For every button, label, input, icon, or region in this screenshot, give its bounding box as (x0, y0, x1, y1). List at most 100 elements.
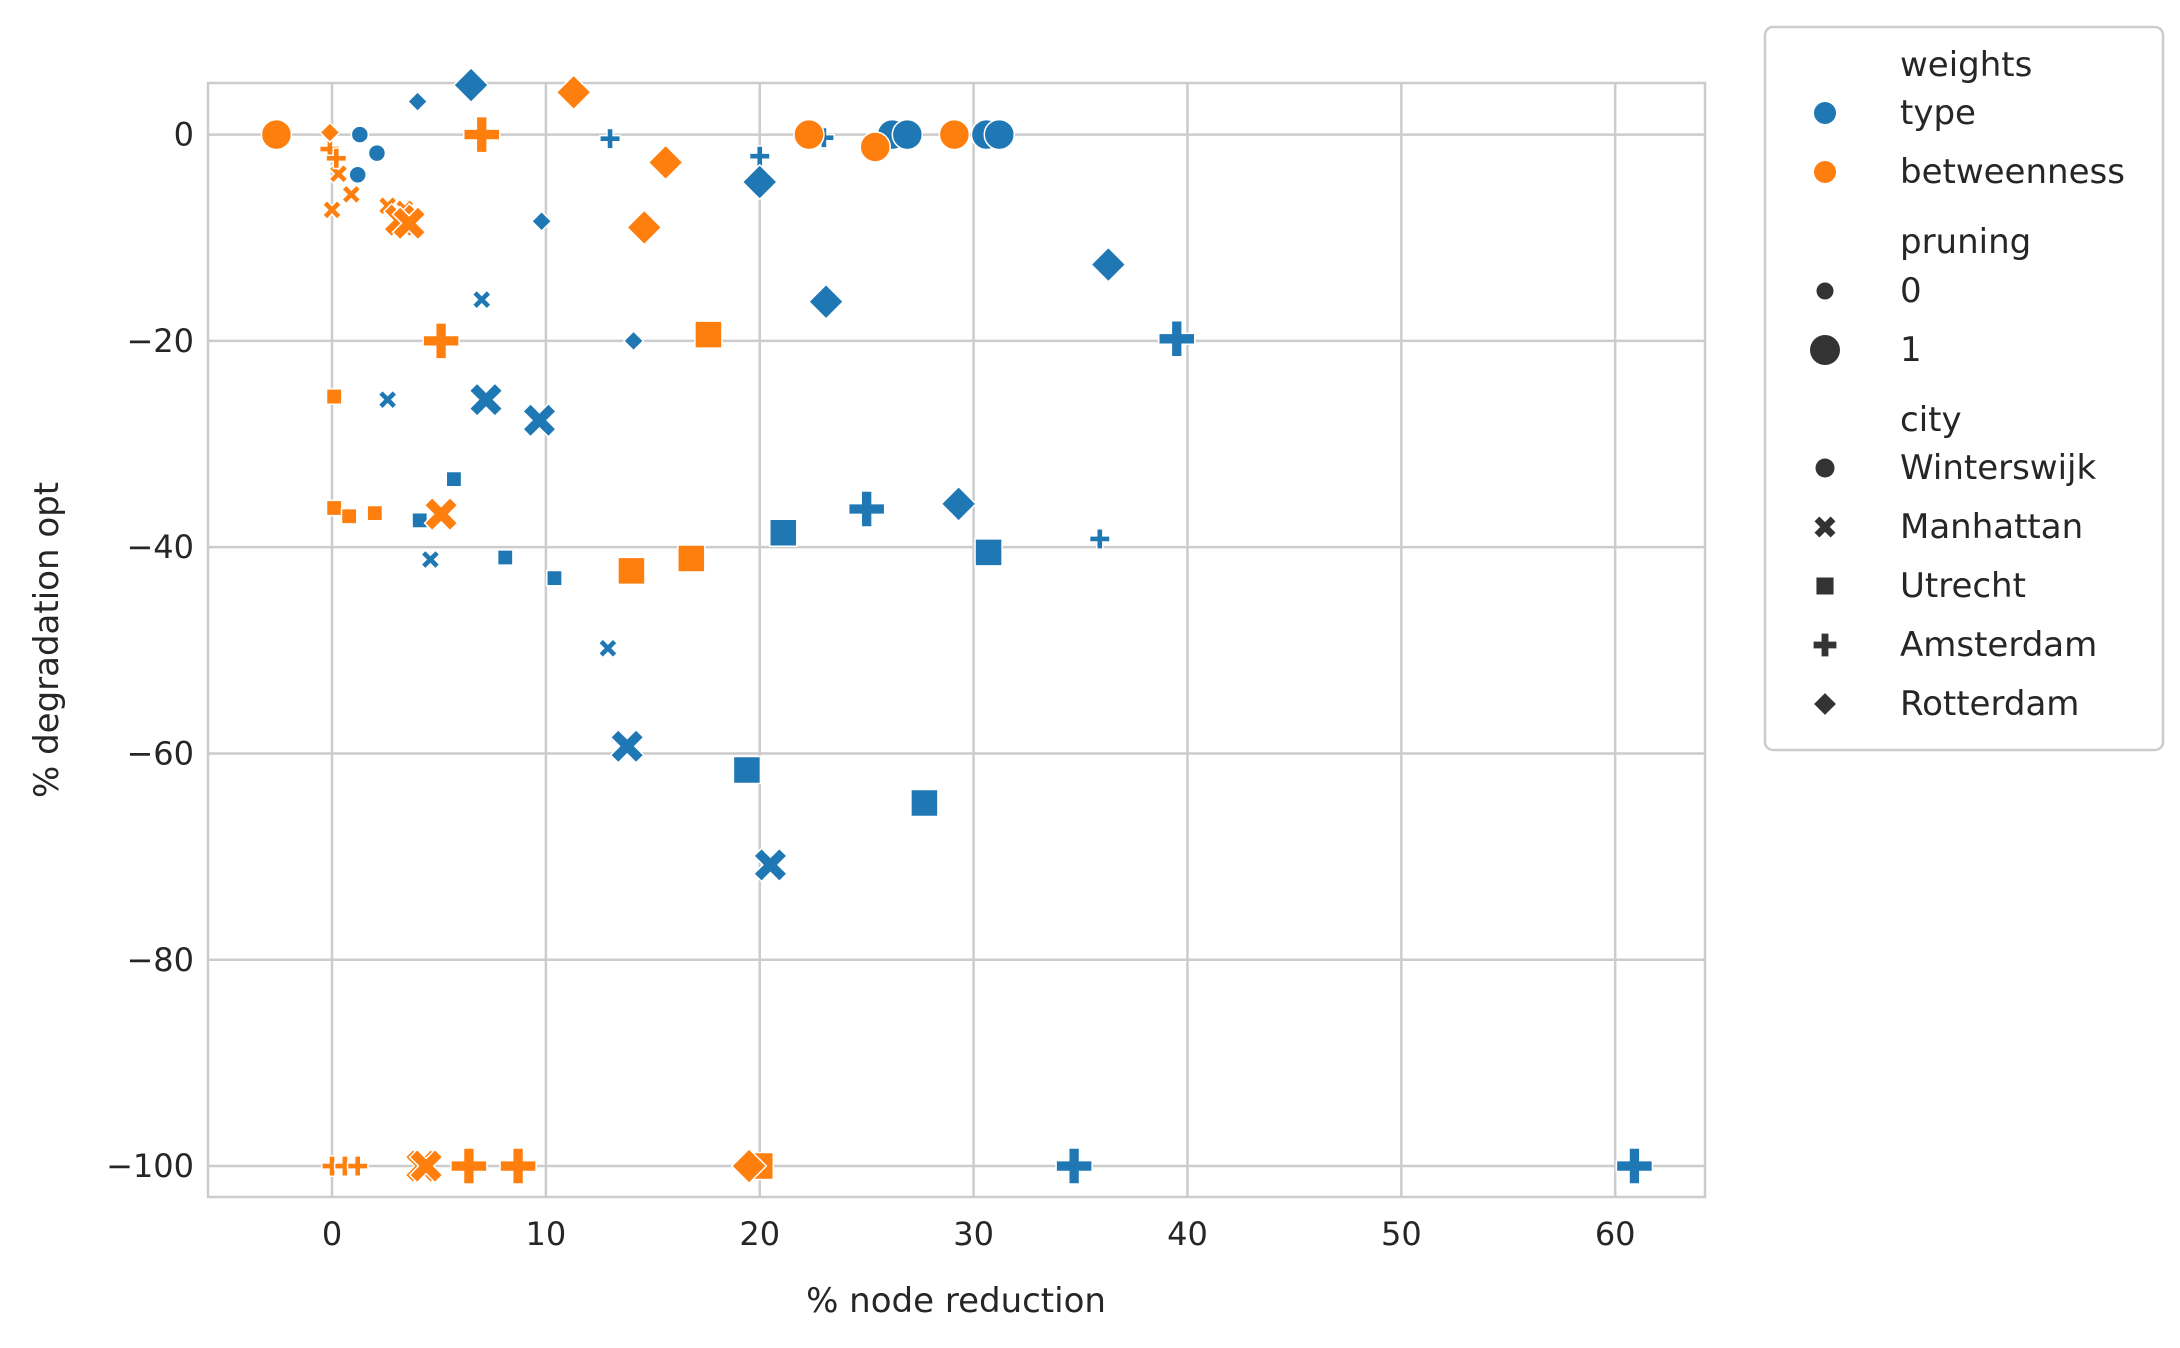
data-point-betweenness-manhattan (391, 205, 427, 241)
data-point-betweenness-winterswijk (938, 118, 971, 151)
x-tick-label: 40 (1167, 1215, 1208, 1253)
legend-label-pruning-0: 0 (1900, 271, 1922, 311)
data-point-type-utrecht (496, 549, 514, 566)
y-tick-label: −40 (126, 528, 194, 566)
data-point-betweenness-amsterdam (325, 147, 348, 170)
data-point-type-rotterdam (741, 163, 779, 201)
x-tick-label: 20 (739, 1215, 780, 1253)
y-tick-label: −20 (126, 322, 194, 360)
legend-label-utrecht: Utrecht (1900, 566, 2026, 606)
data-point-type-amsterdam (1055, 1147, 1093, 1185)
data-point-type-rotterdam (622, 330, 645, 352)
data-point-type-winterswijk (350, 125, 370, 144)
legend-marker-winterswijk (1815, 458, 1835, 478)
data-point-type-manhattan (468, 382, 504, 418)
legend-label-winterswijk: Winterswijk (1900, 448, 2097, 488)
y-axis-label: % degradation opt (27, 482, 67, 798)
data-points (260, 66, 1654, 1185)
data-point-betweenness-rotterdam (625, 209, 663, 246)
data-point-betweenness-winterswijk (260, 118, 293, 151)
x-tick-label: 30 (953, 1215, 994, 1253)
y-tick-label: −60 (126, 734, 194, 772)
data-point-type-manhattan (419, 549, 441, 570)
x-tick-label: 0 (322, 1215, 342, 1253)
data-point-type-winterswijk (891, 118, 924, 151)
data-point-type-rotterdam (1090, 246, 1127, 283)
legend-marker-betweenness (1814, 161, 1836, 183)
data-point-betweenness-manhattan (408, 1148, 444, 1184)
data-point-type-rotterdam (530, 210, 553, 233)
data-point-betweenness-winterswijk (793, 118, 825, 151)
data-point-type-amsterdam (1088, 527, 1111, 550)
legend-marker-pruning-1 (1810, 335, 1840, 365)
data-point-type-amsterdam (599, 127, 622, 150)
legend-title-city: city (1900, 400, 1962, 440)
legend-label-manhattan: Manhattan (1900, 507, 2083, 547)
data-point-type-utrecht (769, 518, 798, 547)
data-point-type-utrecht (546, 569, 563, 587)
data-point-type-rotterdam (452, 66, 490, 104)
data-point-betweenness-utrecht (366, 504, 384, 522)
data-point-type-amsterdam (1615, 1147, 1654, 1185)
legend-marker-amsterdam (1813, 633, 1837, 657)
data-point-betweenness-manhattan (340, 183, 362, 205)
data-point-type-utrecht (445, 470, 463, 488)
x-axis-label: % node reduction (806, 1281, 1106, 1321)
legend-label-pruning-1: 1 (1900, 330, 1922, 370)
legend-label-rotterdam: Rotterdam (1900, 684, 2079, 724)
data-point-type-manhattan (521, 402, 558, 438)
data-point-betweenness-amsterdam (499, 1147, 537, 1185)
data-point-type-rotterdam (940, 485, 977, 523)
data-point-type-manhattan (597, 637, 619, 659)
x-tick-label: 50 (1381, 1215, 1422, 1253)
data-point-betweenness-manhattan (423, 496, 459, 532)
tick-labels: 0 10 20 30 40 50 60 0 −20 −40 −60 −80 −100 (106, 116, 1635, 1253)
data-point-betweenness-amsterdam (450, 1147, 488, 1185)
x-tick-label: 60 (1595, 1215, 1636, 1253)
data-point-betweenness-utrecht (617, 556, 646, 586)
data-point-type-winterswijk (367, 143, 387, 163)
legend-marker-pruning-0 (1816, 282, 1834, 300)
data-point-betweenness-winterswijk (859, 131, 891, 163)
data-point-betweenness-utrecht (325, 388, 343, 405)
plot-area-frame (206, 81, 1707, 1199)
data-point-type-utrecht (732, 755, 762, 785)
data-point-type-amsterdam (847, 490, 886, 528)
data-point-type-rotterdam (406, 90, 429, 113)
legend-marker-manhattan (1814, 516, 1836, 538)
data-point-betweenness-utrecht (340, 507, 358, 525)
y-tick-label: −100 (106, 1147, 194, 1185)
data-point-betweenness-manhattan (321, 199, 343, 221)
data-point-type-amsterdam (748, 145, 771, 168)
legend-title-weights: weights (1900, 45, 2032, 85)
legend-size-entries: 01 (1810, 271, 1922, 370)
data-point-type-manhattan (471, 289, 493, 311)
data-point-betweenness-rotterdam (730, 1147, 768, 1185)
y-tick-label: −80 (126, 941, 194, 979)
data-point-betweenness-amsterdam (346, 1155, 369, 1178)
legend-frame (1763, 25, 2165, 752)
data-point-type-winterswijk (348, 165, 367, 184)
data-point-type-manhattan (377, 389, 399, 411)
data-point-betweenness-utrecht (677, 544, 706, 573)
y-tick-label: 0 (174, 116, 194, 154)
data-point-type-manhattan (609, 728, 645, 764)
data-point-type-amsterdam (1158, 320, 1196, 358)
data-point-type-utrecht (974, 538, 1003, 567)
legend-marker-rotterdam (1814, 693, 1836, 715)
legend-hue-entries: type betweenness (1814, 93, 2125, 192)
x-tick-label: 10 (526, 1215, 567, 1253)
data-point-betweenness-rotterdam (555, 73, 593, 111)
legend-title-pruning: pruning (1900, 222, 2031, 262)
data-point-betweenness-utrecht (694, 320, 723, 349)
data-point-type-winterswijk (983, 118, 1016, 151)
legend-style-entries: Winterswijk Manhattan Utrecht Amsterdam Rott… (1813, 448, 2097, 724)
data-point-betweenness-rotterdam (647, 144, 684, 181)
data-point-betweenness-utrecht (325, 499, 343, 517)
legend-label-betweenness: betweenness (1900, 152, 2125, 192)
legend-marker-type (1814, 102, 1836, 124)
data-point-betweenness-amsterdam (462, 115, 501, 154)
